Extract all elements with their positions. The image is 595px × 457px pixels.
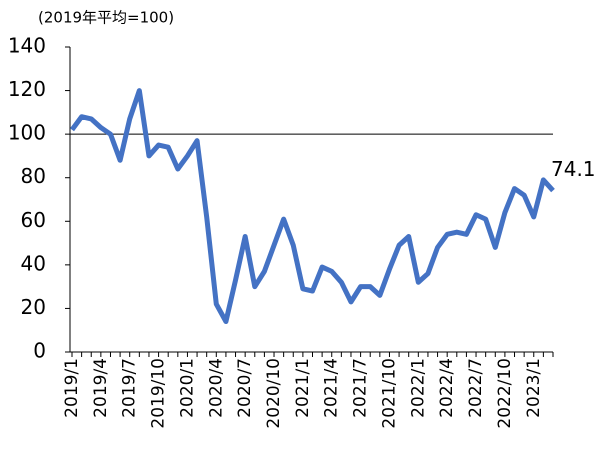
y-tick-label: 80	[21, 164, 46, 188]
x-tick-label: 2022/4	[437, 358, 457, 418]
y-tick-label: 0	[33, 339, 46, 363]
x-tick-label: 2021/10	[379, 358, 399, 429]
y-tick-label: 100	[8, 121, 46, 145]
x-tick-label: 2019/4	[91, 358, 111, 418]
y-tick-label: 120	[8, 77, 46, 101]
x-tick-label: 2020/7	[235, 358, 255, 418]
x-tick-label: 2022/10	[495, 358, 515, 429]
x-tick-label: 2022/1	[408, 358, 428, 418]
x-tick-label: 2019/10	[149, 358, 169, 429]
y-axis-label: (2019年平均=100)	[38, 9, 174, 27]
x-tick-label: 2019/1	[62, 358, 82, 418]
x-tick-label: 2021/7	[351, 358, 371, 418]
x-tick-label: 2020/10	[264, 358, 284, 429]
y-tick-label: 60	[21, 208, 46, 232]
x-tick-label: 2020/4	[206, 358, 226, 418]
x-tick-label: 2023/1	[524, 358, 544, 418]
y-tick-label: 40	[21, 251, 46, 275]
x-tick-label: 2021/4	[322, 358, 342, 418]
y-tick-label: 20	[21, 295, 46, 319]
x-tick-label: 2022/7	[466, 358, 486, 418]
x-tick-label: 2020/1	[177, 358, 197, 418]
line	[69, 88, 555, 324]
y-tick-label: 140	[8, 34, 46, 58]
data-label: 74.1	[551, 157, 595, 181]
x-tick-label: 2019/7	[120, 358, 140, 418]
x-tick-label: 2021/1	[293, 358, 313, 418]
